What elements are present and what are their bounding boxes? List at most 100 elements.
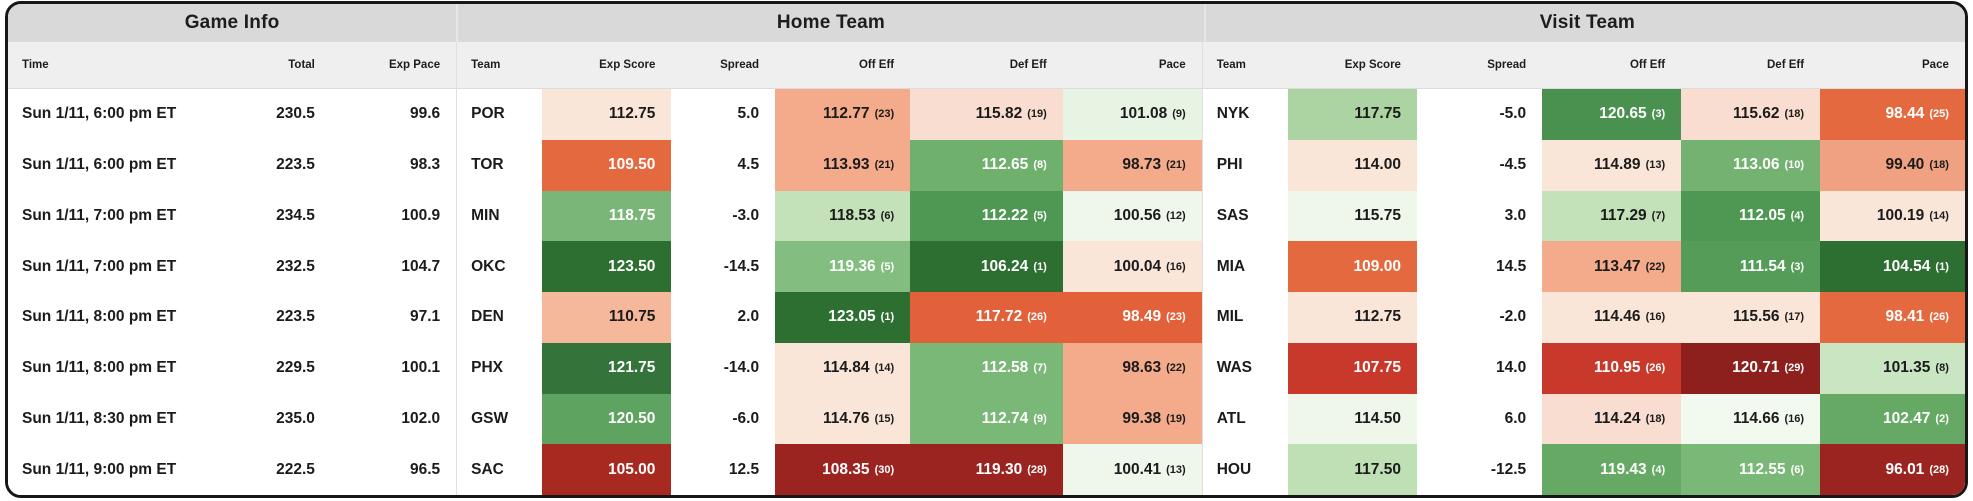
home-exp-score: 120.50 xyxy=(542,393,672,445)
home-off-eff: 123.05 (1) xyxy=(775,292,911,343)
home-exp-score: 118.75 xyxy=(542,190,672,242)
home-spread: -6.0 xyxy=(732,409,760,427)
col-header-visit-def-eff: Def Eff xyxy=(1767,59,1805,71)
visit-off-eff: 114.89 (13) xyxy=(1542,139,1682,191)
visit-pace-rank: (1) xyxy=(1935,260,1949,273)
home-exp-score: 109.50 xyxy=(542,139,672,191)
visit-def-eff-value: 113.06 xyxy=(1732,156,1780,174)
home-def-eff-rank: (28) xyxy=(1027,463,1047,476)
visit-off-eff-value: 113.47 xyxy=(1594,257,1641,275)
home-exp-score: 105.00 xyxy=(542,444,672,495)
home-def-eff-value: 112.22 xyxy=(981,206,1029,224)
game-exp-pace: 98.3 xyxy=(409,156,441,174)
column-header-row: Time Total Exp Pace Team Exp Score Sprea… xyxy=(8,42,1965,89)
game-row-3: Sun 1/11, 7:00 pm ET 234.5 100.9 MIN 118.75 -… xyxy=(8,190,1965,242)
visit-off-eff-value: 110.95 xyxy=(1594,359,1641,377)
home-pace-value: 99.38 xyxy=(1122,409,1162,427)
home-spread: -14.5 xyxy=(723,257,760,275)
visit-def-eff-value: 112.05 xyxy=(1739,206,1786,224)
visit-pace-rank: (28) xyxy=(1929,463,1949,476)
visit-pace-rank: (2) xyxy=(1935,412,1949,425)
visit-def-eff: 115.56 (17) xyxy=(1681,292,1821,343)
game-time: Sun 1/11, 6:00 pm ET xyxy=(22,105,177,123)
visit-off-eff-rank: (4) xyxy=(1651,463,1666,476)
game-time: Sun 1/11, 7:00 pm ET xyxy=(22,206,177,224)
game-exp-pace: 100.1 xyxy=(401,359,441,377)
col-header-home-exp-score: Exp Score xyxy=(599,59,656,71)
home-off-eff: 112.77 (23) xyxy=(775,89,911,140)
group-header-row: Game Info Home Team Visit Team xyxy=(8,4,1965,42)
col-header-visit-off-eff: Off Eff xyxy=(1629,59,1666,71)
visit-def-eff: 120.71 (29) xyxy=(1681,342,1821,394)
visit-spread: -5.0 xyxy=(1499,105,1527,123)
home-team-abbr: MIN xyxy=(456,190,542,242)
visit-pace-value: 100.19 xyxy=(1876,206,1925,224)
visit-off-eff-rank: (13) xyxy=(1645,159,1666,172)
visit-def-eff-rank: (4) xyxy=(1790,209,1805,222)
col-header-exp-pace: Exp Pace xyxy=(388,59,441,71)
visit-pace: 102.47 (2) xyxy=(1820,393,1965,445)
visit-def-eff-value: 120.71 xyxy=(1732,359,1780,377)
game-total: 230.5 xyxy=(276,105,315,123)
visit-exp-score-value: 115.75 xyxy=(1354,206,1401,224)
visit-def-eff-rank: (16) xyxy=(1784,412,1805,425)
visit-spread: 3.0 xyxy=(1504,206,1527,224)
col-header-home-team: Team xyxy=(456,42,542,88)
home-off-eff: 114.76 (15) xyxy=(775,393,911,445)
home-def-eff-rank: (19) xyxy=(1027,108,1047,121)
visit-pace-value: 102.47 xyxy=(1883,409,1931,427)
visit-def-eff-rank: (10) xyxy=(1784,159,1805,172)
visit-team-abbr: MIL xyxy=(1201,292,1288,343)
home-def-eff: 112.22 (5) xyxy=(910,190,1063,242)
visit-def-eff-value: 115.62 xyxy=(1732,105,1780,123)
game-total: 234.5 xyxy=(276,206,315,224)
home-off-eff-rank: (6) xyxy=(880,209,895,222)
visit-pace: 99.40 (18) xyxy=(1820,139,1965,191)
visit-def-eff-value: 115.56 xyxy=(1732,308,1780,326)
home-off-eff-rank: (5) xyxy=(880,260,895,273)
home-pace: 100.56 (12) xyxy=(1062,190,1202,242)
home-off-eff-value: 118.53 xyxy=(829,206,876,224)
visit-pace: 101.35 (8) xyxy=(1820,342,1965,394)
visit-team-abbr: ATL xyxy=(1201,393,1288,445)
home-pace: 98.63 (22) xyxy=(1062,342,1202,394)
home-pace-value: 98.49 xyxy=(1122,308,1162,326)
game-exp-pace: 104.7 xyxy=(401,257,441,275)
home-def-eff-value: 112.58 xyxy=(981,359,1029,377)
visit-pace: 98.44 (25) xyxy=(1820,89,1965,140)
home-off-eff-value: 123.05 xyxy=(828,308,876,326)
visit-exp-score: 109.00 xyxy=(1287,241,1417,292)
home-pace-rank: (19) xyxy=(1166,412,1186,425)
visit-def-eff-rank: (3) xyxy=(1790,260,1805,273)
game-exp-pace: 99.6 xyxy=(409,105,441,123)
game-total: 235.0 xyxy=(276,409,315,427)
visit-exp-score: 117.75 xyxy=(1287,89,1417,140)
col-header-home-pace: Pace xyxy=(1158,59,1186,71)
home-team-abbr: GSW xyxy=(456,393,542,445)
home-off-eff: 118.53 (6) xyxy=(775,190,911,242)
visit-off-eff-value: 117.29 xyxy=(1600,206,1647,224)
home-pace: 100.04 (16) xyxy=(1062,241,1202,292)
visit-off-eff: 117.29 (7) xyxy=(1542,190,1682,242)
home-pace: 98.73 (21) xyxy=(1062,139,1202,191)
visit-def-eff: 114.66 (16) xyxy=(1681,393,1821,445)
home-exp-score-value: 112.75 xyxy=(608,105,656,123)
home-pace: 99.38 (19) xyxy=(1062,393,1202,445)
visit-pace-rank: (14) xyxy=(1929,209,1949,222)
home-off-eff-rank: (30) xyxy=(874,463,895,476)
visit-exp-score-value: 109.00 xyxy=(1353,257,1401,275)
home-off-eff-value: 112.77 xyxy=(823,105,870,123)
visit-exp-score-value: 107.75 xyxy=(1353,359,1401,377)
visit-pace-value: 98.44 xyxy=(1885,105,1925,123)
game-total: 223.5 xyxy=(276,156,315,174)
home-exp-score-value: 109.50 xyxy=(607,156,656,174)
home-pace-rank: (21) xyxy=(1166,159,1186,172)
home-spread: 5.0 xyxy=(737,105,760,123)
visit-pace-value: 98.41 xyxy=(1885,308,1925,326)
visit-pace-value: 96.01 xyxy=(1885,460,1925,478)
visit-spread: -4.5 xyxy=(1499,156,1527,174)
visit-pace-rank: (18) xyxy=(1929,159,1949,172)
home-team-abbr: POR xyxy=(456,89,542,140)
home-pace-rank: (16) xyxy=(1166,260,1186,273)
game-row-8: Sun 1/11, 9:00 pm ET 222.5 96.5 SAC 105.00 12… xyxy=(8,444,1965,495)
